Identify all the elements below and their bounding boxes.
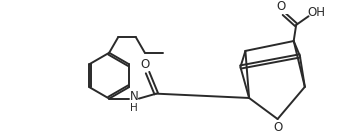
- Text: H: H: [130, 103, 138, 113]
- Text: O: O: [140, 58, 150, 71]
- Text: O: O: [273, 121, 282, 134]
- Text: N: N: [130, 90, 138, 103]
- Text: OH: OH: [308, 6, 325, 19]
- Text: O: O: [277, 0, 286, 13]
